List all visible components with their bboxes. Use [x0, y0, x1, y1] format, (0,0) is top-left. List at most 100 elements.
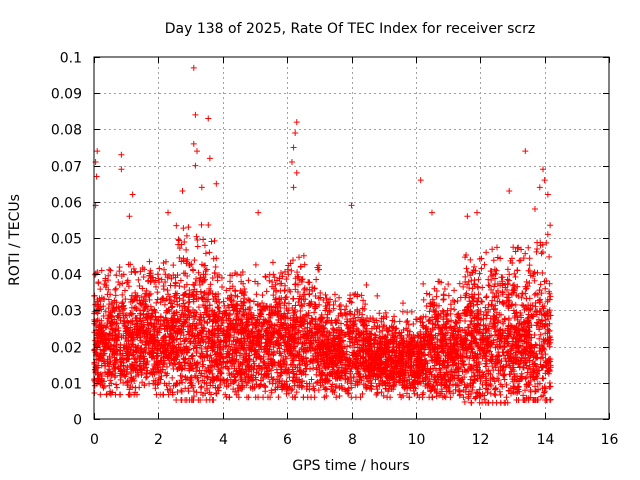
data-point — [101, 350, 108, 357]
data-point — [151, 355, 158, 362]
data-point — [198, 279, 205, 286]
data-point — [140, 358, 147, 365]
data-point — [135, 330, 142, 337]
data-point — [113, 341, 120, 348]
data-point — [134, 314, 141, 321]
data-point — [336, 303, 343, 310]
data-point — [154, 358, 161, 365]
data-point — [219, 284, 226, 291]
data-point — [112, 292, 119, 299]
data-point — [132, 269, 139, 276]
data-point — [191, 308, 198, 315]
data-point — [94, 298, 101, 305]
data-point — [177, 277, 184, 284]
data-point — [178, 387, 185, 394]
data-point — [143, 293, 150, 300]
data-point — [170, 262, 177, 269]
data-point — [176, 237, 183, 244]
data-point — [207, 313, 214, 320]
data-point — [162, 333, 169, 340]
data-point — [192, 279, 199, 286]
data-point — [197, 396, 204, 403]
data-point — [130, 265, 137, 272]
data-point — [101, 383, 108, 390]
data-point — [99, 339, 106, 346]
data-point — [132, 289, 139, 296]
data-point — [212, 264, 219, 271]
data-point — [454, 298, 461, 305]
data-point — [111, 364, 118, 371]
data-point — [197, 289, 204, 296]
data-point — [304, 394, 311, 401]
data-point — [91, 318, 98, 325]
data-point — [259, 292, 266, 299]
data-point — [103, 323, 110, 330]
data-point — [174, 366, 181, 373]
data-point — [185, 299, 192, 306]
data-point — [163, 382, 170, 389]
data-point — [125, 261, 132, 268]
data-point — [410, 321, 417, 328]
data-point — [148, 274, 155, 281]
data-point — [188, 261, 195, 268]
data-point — [162, 271, 169, 278]
data-point — [451, 287, 458, 294]
data-point — [129, 320, 136, 327]
data-point — [204, 386, 211, 393]
data-point — [176, 245, 183, 252]
data-point — [154, 296, 161, 303]
data-point — [91, 292, 98, 299]
data-point — [331, 291, 338, 298]
data-point — [246, 305, 253, 312]
data-point — [168, 356, 175, 363]
data-point — [163, 337, 170, 344]
data-point — [131, 268, 138, 275]
data-point — [140, 349, 147, 356]
data-point — [189, 291, 196, 298]
data-point — [127, 310, 134, 317]
data-point — [185, 360, 192, 367]
data-point — [105, 366, 112, 373]
data-point — [194, 237, 201, 244]
data-point — [123, 311, 130, 318]
data-point — [165, 355, 172, 362]
data-point — [154, 347, 161, 354]
data-point — [110, 304, 117, 311]
data-point — [173, 222, 180, 229]
data-point — [420, 280, 427, 287]
data-point — [172, 323, 179, 330]
data-point — [135, 276, 142, 283]
data-point — [128, 269, 135, 276]
data-point — [163, 363, 170, 370]
data-point — [164, 386, 171, 393]
data-point — [208, 238, 215, 245]
data-point — [156, 369, 163, 376]
data-point — [483, 293, 490, 300]
data-point — [433, 293, 440, 300]
data-point — [114, 334, 121, 341]
data-point — [199, 363, 206, 370]
data-point — [110, 347, 117, 354]
data-point — [191, 313, 198, 320]
data-point — [145, 310, 152, 317]
data-point — [197, 317, 204, 324]
data-point — [140, 324, 147, 331]
data-point — [245, 277, 252, 284]
data-point — [105, 336, 112, 343]
data-point — [173, 335, 180, 342]
data-point — [127, 337, 134, 344]
data-point — [112, 370, 119, 377]
data-point — [174, 330, 181, 337]
data-point — [157, 376, 164, 383]
data-point — [183, 336, 190, 343]
chart-title: Day 138 of 2025, Rate Of TEC Index for r… — [165, 21, 535, 37]
data-point — [139, 264, 146, 271]
data-point — [193, 320, 200, 327]
data-point — [169, 303, 176, 310]
data-point — [124, 368, 131, 375]
data-point — [153, 299, 160, 306]
data-point — [156, 279, 163, 286]
data-point — [120, 379, 127, 386]
data-point — [313, 371, 320, 378]
data-point — [180, 255, 187, 262]
